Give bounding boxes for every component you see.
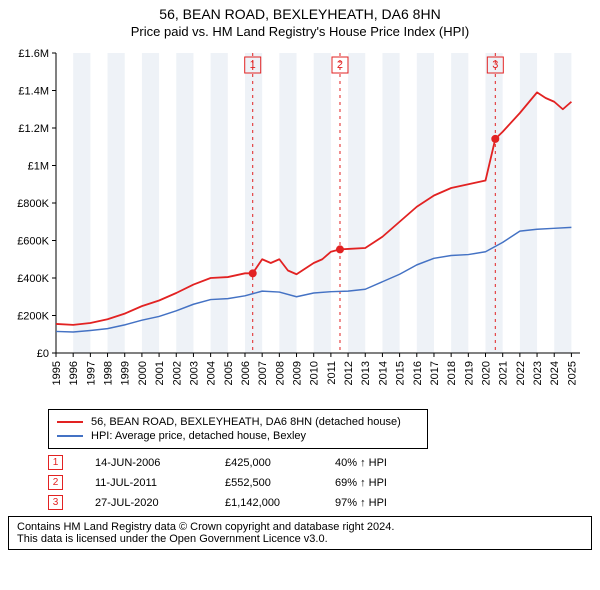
svg-text:2008: 2008 <box>274 361 286 385</box>
svg-text:£0: £0 <box>37 348 49 360</box>
svg-text:2012: 2012 <box>343 361 355 385</box>
transaction-marker-box: 1 <box>48 455 63 470</box>
transaction-hpi: 40% ↑ HPI <box>335 457 425 469</box>
svg-text:2005: 2005 <box>223 361 235 385</box>
transaction-price: £552,500 <box>225 477 335 489</box>
svg-text:2010: 2010 <box>309 361 321 385</box>
svg-text:£1M: £1M <box>28 161 49 173</box>
svg-text:1998: 1998 <box>103 361 115 385</box>
svg-text:2007: 2007 <box>257 361 269 385</box>
svg-text:2003: 2003 <box>188 361 200 385</box>
legend-box: 56, BEAN ROAD, BEXLEYHEATH, DA6 8HN (det… <box>48 409 428 449</box>
title-block: 56, BEAN ROAD, BEXLEYHEATH, DA6 8HN Pric… <box>8 6 592 39</box>
legend-row-property: 56, BEAN ROAD, BEXLEYHEATH, DA6 8HN (det… <box>57 416 419 428</box>
chart-container: 56, BEAN ROAD, BEXLEYHEATH, DA6 8HN Pric… <box>0 0 600 590</box>
svg-text:2025: 2025 <box>566 361 578 385</box>
transaction-price: £425,000 <box>225 457 335 469</box>
svg-text:2009: 2009 <box>292 361 304 385</box>
chart-area: £0 £200K £400K £600K £800K £1M £1.2M £1.4M £1.6M… <box>8 43 592 403</box>
transaction-row: 1 14-JUN-2006£425,00040% ↑ HPI <box>48 455 592 470</box>
transaction-date: 14-JUN-2006 <box>95 457 225 469</box>
transaction-row: 2 11-JUL-2011£552,50069% ↑ HPI <box>48 475 592 490</box>
svg-text:2013: 2013 <box>360 361 372 385</box>
transaction-date: 11-JUL-2011 <box>95 477 225 489</box>
transaction-marker-box: 3 <box>48 495 63 510</box>
transaction-price: £1,142,000 <box>225 497 335 509</box>
svg-text:2020: 2020 <box>481 361 493 385</box>
legend-swatch-hpi <box>57 435 83 437</box>
svg-text:2023: 2023 <box>532 361 544 385</box>
svg-text:2019: 2019 <box>463 361 475 385</box>
transaction-hpi: 97% ↑ HPI <box>335 497 425 509</box>
svg-text:1: 1 <box>250 59 256 71</box>
legend-label-hpi: HPI: Average price, detached house, Bexl… <box>91 430 306 442</box>
svg-text:1995: 1995 <box>51 361 63 385</box>
transaction-marker-box: 2 <box>48 475 63 490</box>
footer-line-1: Contains HM Land Registry data © Crown c… <box>17 521 583 533</box>
svg-text:£1.4M: £1.4M <box>18 86 49 98</box>
footer-box: Contains HM Land Registry data © Crown c… <box>8 516 592 550</box>
legend-label-property: 56, BEAN ROAD, BEXLEYHEATH, DA6 8HN (det… <box>91 416 401 428</box>
transaction-hpi: 69% ↑ HPI <box>335 477 425 489</box>
chart-title: 56, BEAN ROAD, BEXLEYHEATH, DA6 8HN <box>8 6 592 22</box>
svg-text:2017: 2017 <box>429 361 441 385</box>
svg-text:2000: 2000 <box>137 361 149 385</box>
transaction-row: 3 27-JUL-2020£1,142,00097% ↑ HPI <box>48 495 592 510</box>
svg-text:2: 2 <box>337 59 343 71</box>
svg-text:2001: 2001 <box>154 361 166 385</box>
svg-text:1996: 1996 <box>68 361 80 385</box>
svg-text:2022: 2022 <box>515 361 527 385</box>
svg-text:1999: 1999 <box>120 361 132 385</box>
svg-text:2006: 2006 <box>240 361 252 385</box>
svg-text:2016: 2016 <box>412 361 424 385</box>
svg-text:3: 3 <box>492 59 498 71</box>
transaction-table: 1 14-JUN-2006£425,00040% ↑ HPI 2 11-JUL-201… <box>48 455 592 510</box>
svg-text:2014: 2014 <box>377 361 389 385</box>
svg-text:£600K: £600K <box>17 236 49 248</box>
footer-line-2: This data is licensed under the Open Gov… <box>17 533 583 545</box>
chart-subtitle: Price paid vs. HM Land Registry's House … <box>8 24 592 39</box>
svg-text:2021: 2021 <box>498 361 510 385</box>
svg-text:£1.2M: £1.2M <box>18 123 49 135</box>
transaction-date: 27-JUL-2020 <box>95 497 225 509</box>
chart-svg: £0 £200K £400K £600K £800K £1M £1.2M £1.4M £1.6M… <box>8 43 592 403</box>
svg-text:2002: 2002 <box>171 361 183 385</box>
svg-text:2024: 2024 <box>549 361 561 385</box>
svg-text:£800K: £800K <box>17 198 49 210</box>
svg-text:£1.6M: £1.6M <box>18 48 49 60</box>
legend-swatch-property <box>57 421 83 423</box>
svg-text:2004: 2004 <box>206 361 218 385</box>
svg-text:2011: 2011 <box>326 361 338 385</box>
svg-text:1997: 1997 <box>85 361 97 385</box>
svg-text:2015: 2015 <box>395 361 407 385</box>
legend-row-hpi: HPI: Average price, detached house, Bexl… <box>57 430 419 442</box>
svg-text:2018: 2018 <box>446 361 458 385</box>
svg-text:£400K: £400K <box>17 273 49 285</box>
svg-text:£200K: £200K <box>17 311 49 323</box>
